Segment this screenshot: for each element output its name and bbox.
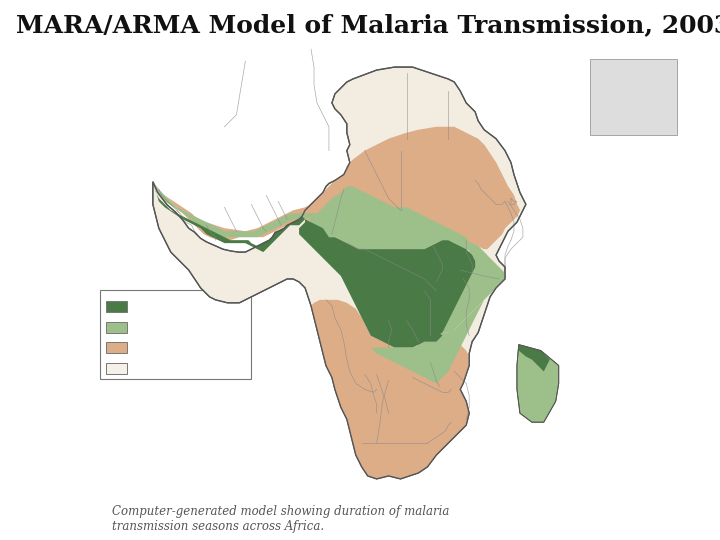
FancyBboxPatch shape [100, 290, 251, 379]
Polygon shape [371, 300, 484, 383]
Text: Computer-generated model showing duration of malaria
transmission seasons across: Computer-generated model showing duratio… [112, 505, 449, 533]
Bar [106, 301, 127, 312]
Text: No transmission: No transmission [135, 363, 225, 373]
Polygon shape [517, 345, 559, 422]
Polygon shape [153, 127, 520, 249]
Bar [106, 363, 127, 374]
Polygon shape [433, 240, 505, 339]
Polygon shape [153, 67, 526, 479]
Bar [590, 59, 677, 135]
Polygon shape [153, 181, 305, 252]
Text: 1 - 3 months: 1 - 3 months [135, 343, 205, 353]
Text: MARA/ARMA Model of Malaria Transmission, 2003: MARA/ARMA Model of Malaria Transmission,… [16, 14, 720, 37]
Polygon shape [518, 345, 550, 372]
Polygon shape [467, 145, 520, 249]
Polygon shape [403, 323, 442, 345]
Polygon shape [311, 300, 469, 479]
Bar [106, 322, 127, 333]
Text: MARA: MARA [621, 82, 647, 91]
Text: ARMA: ARMA [621, 104, 647, 112]
Bar [106, 342, 127, 353]
Text: 4 - 6 months: 4 - 6 months [135, 322, 205, 332]
Polygon shape [299, 219, 475, 348]
Text: 7 - 12 months: 7 - 12 months [135, 302, 212, 312]
Polygon shape [308, 186, 487, 258]
Polygon shape [153, 181, 347, 237]
